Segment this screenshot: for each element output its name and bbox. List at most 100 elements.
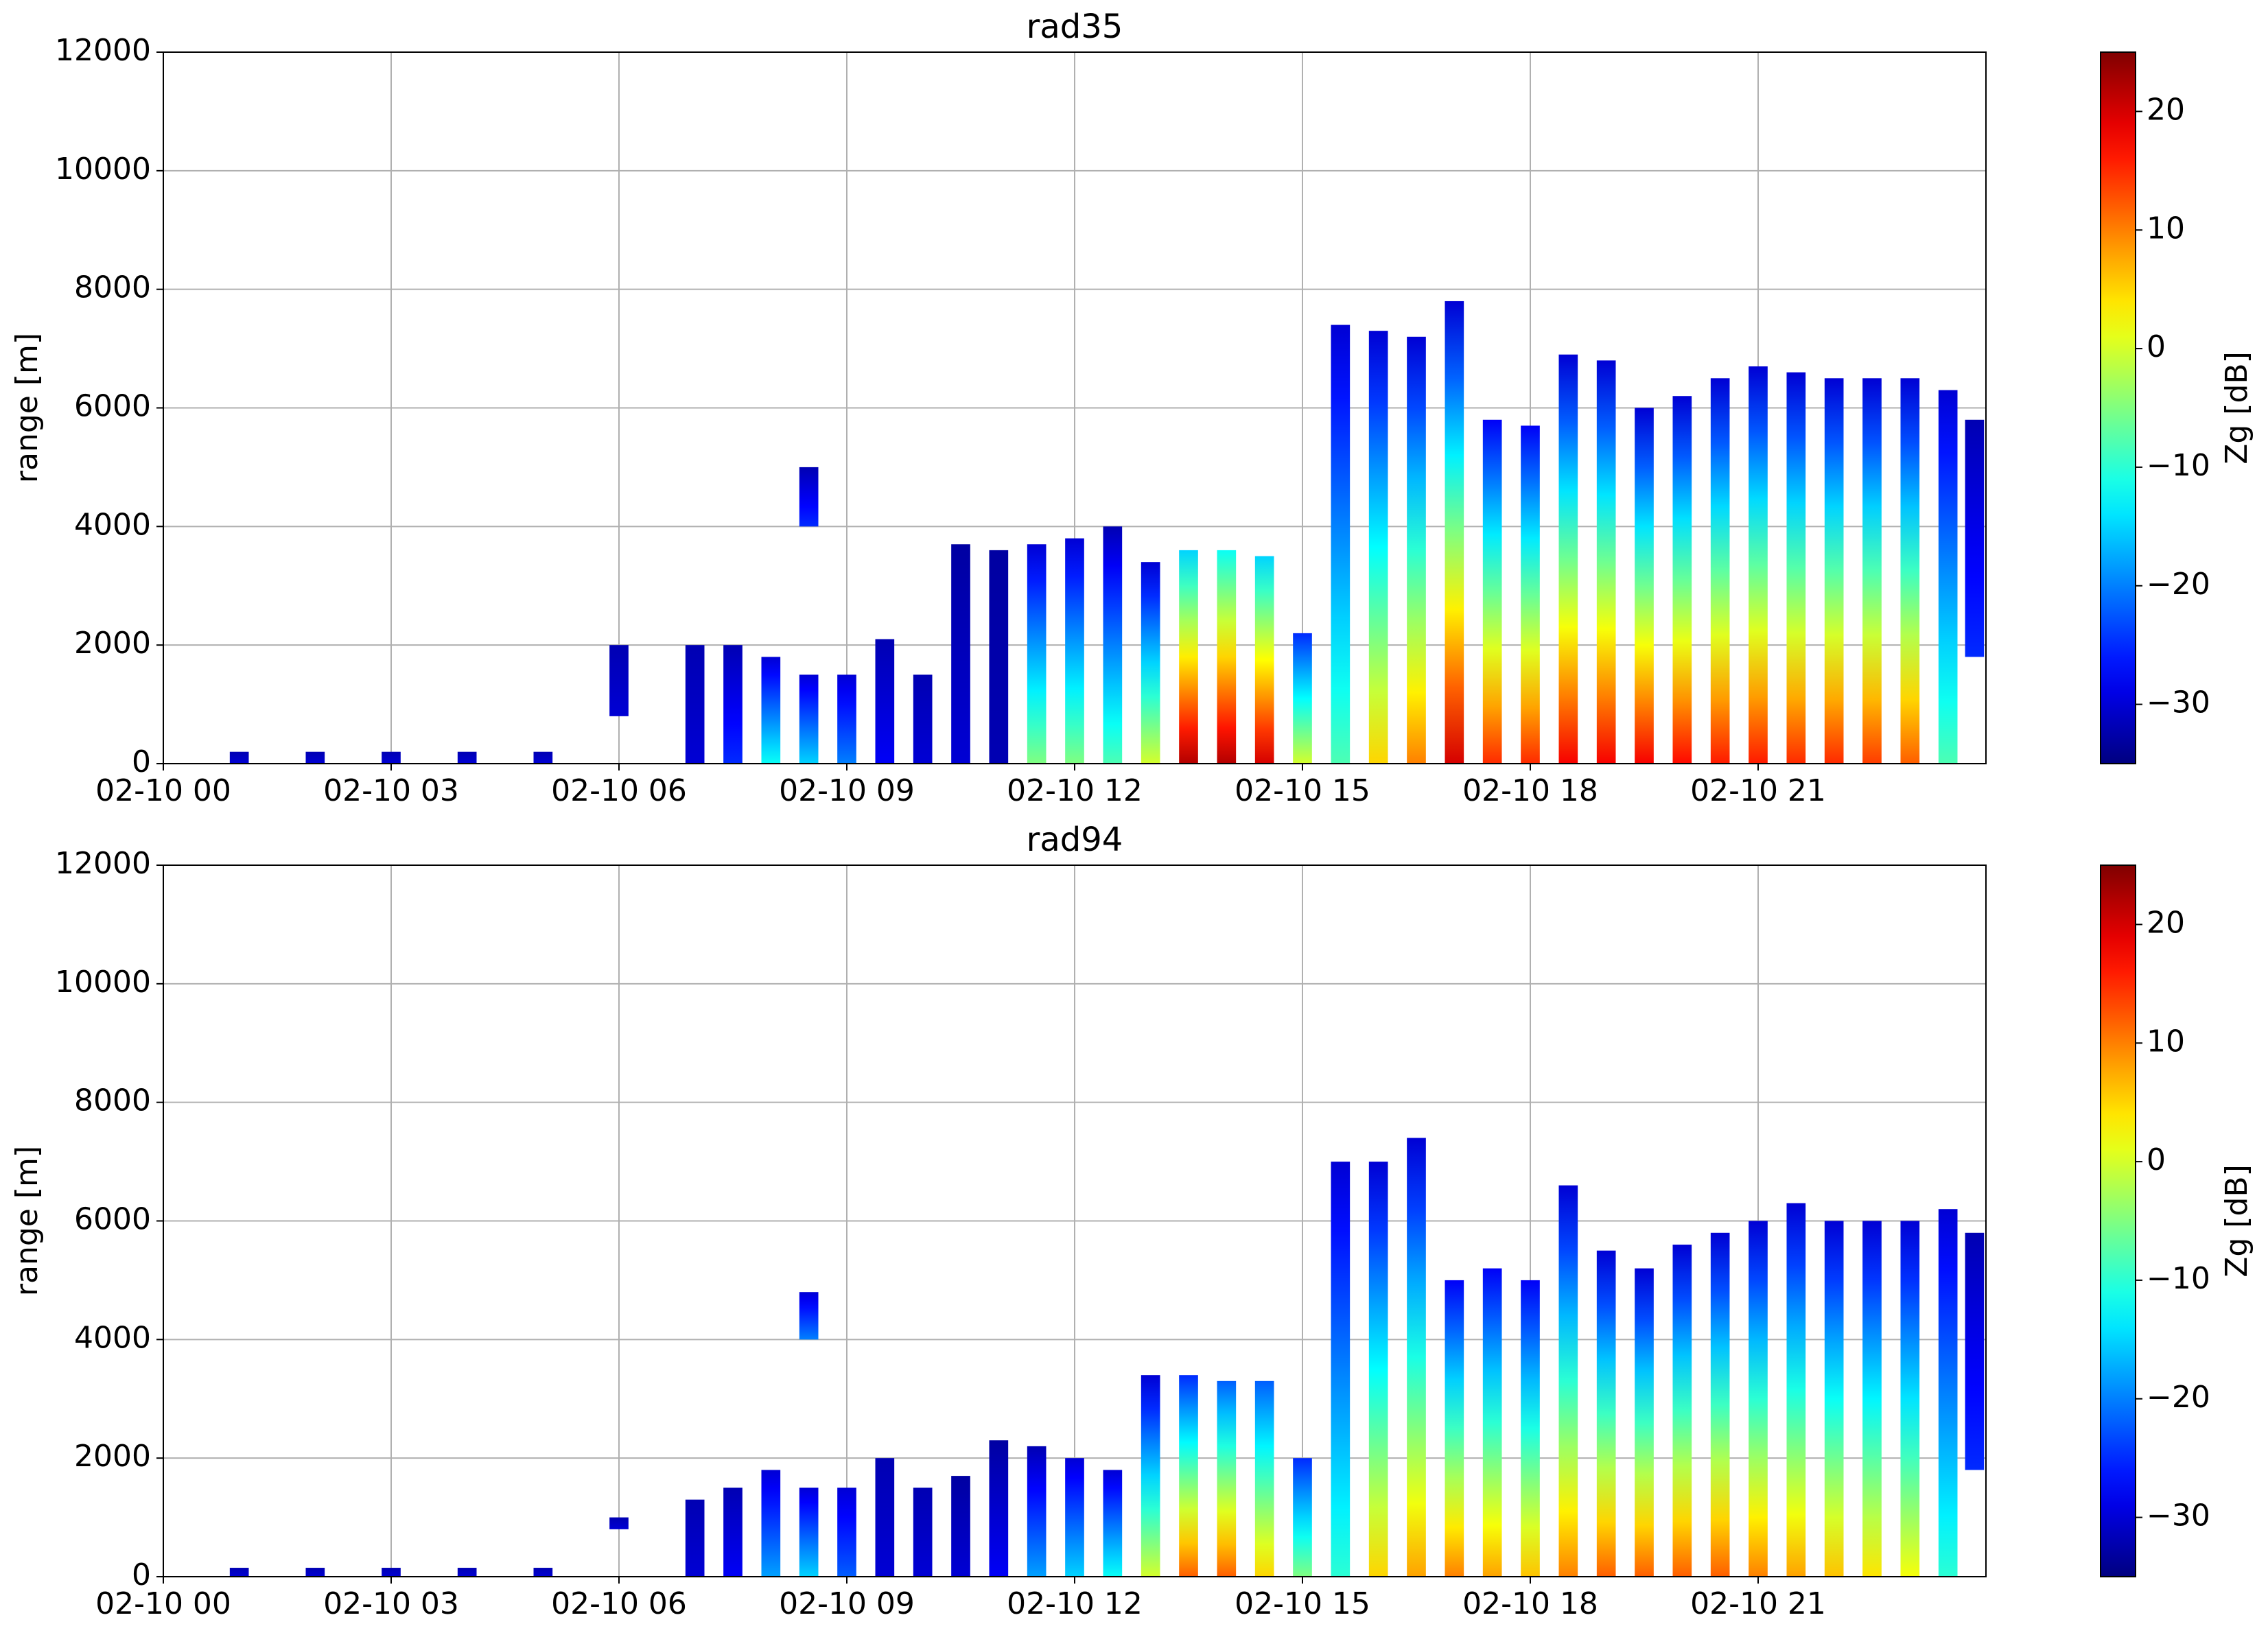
- reflectivity-profile: [1824, 1221, 1844, 1577]
- reflectivity-profile: [382, 1568, 401, 1577]
- reflectivity-profile: [1179, 550, 1198, 764]
- reflectivity-profile: [609, 645, 629, 716]
- colorbar-tick-label: −30: [2147, 1498, 2210, 1533]
- reflectivity-profile: [1710, 378, 1730, 764]
- x-tick-label: 02-10 09: [779, 773, 915, 808]
- reflectivity-profile: [1254, 556, 1274, 764]
- reflectivity-profile: [1027, 1446, 1047, 1577]
- reflectivity-profile: [1179, 1375, 1198, 1577]
- reflectivity-profile: [1862, 1221, 1882, 1577]
- x-tick-label: 02-10 18: [1462, 1586, 1598, 1621]
- reflectivity-profile: [1293, 1458, 1312, 1577]
- reflectivity-profile: [1103, 526, 1123, 764]
- reflectivity-profile: [1217, 1380, 1237, 1577]
- colorbar-tick-label: 10: [2147, 211, 2185, 246]
- y-tick-label: 0: [132, 1557, 151, 1592]
- reflectivity-profile: [761, 657, 781, 764]
- reflectivity-profile: [989, 550, 1009, 764]
- reflectivity-profile: [1141, 562, 1160, 764]
- y-tick-label: 10000: [55, 965, 151, 1000]
- reflectivity-profile: [1065, 538, 1084, 764]
- reflectivity-profile: [875, 639, 895, 764]
- reflectivity-profile: [1103, 1470, 1123, 1577]
- colorbar-label: Zg [dB]: [2219, 351, 2254, 464]
- reflectivity-profile: [1407, 336, 1426, 764]
- reflectivity-profile: [989, 1440, 1009, 1577]
- reflectivity-profile: [799, 1292, 819, 1340]
- reflectivity-profile: [1635, 1268, 1654, 1577]
- reflectivity-profile: [1672, 1245, 1692, 1577]
- chart-title: rad35: [1027, 8, 1123, 46]
- reflectivity-profile: [723, 1487, 743, 1577]
- reflectivity-profile: [913, 1487, 933, 1577]
- reflectivity-profile: [951, 1476, 970, 1577]
- y-tick-label: 8000: [74, 1083, 151, 1118]
- reflectivity-profile: [837, 674, 856, 764]
- reflectivity-profile: [457, 1568, 477, 1577]
- y-axis-label: range [m]: [10, 333, 45, 483]
- reflectivity-profile: [1596, 360, 1616, 764]
- reflectivity-profile: [1558, 1185, 1578, 1577]
- x-tick-label: 02-10 12: [1007, 773, 1143, 808]
- reflectivity-profile: [1672, 396, 1692, 764]
- colorbar-tick-label: 0: [2147, 1142, 2166, 1177]
- reflectivity-profile: [837, 1487, 856, 1577]
- reflectivity-profile: [1331, 325, 1351, 764]
- reflectivity-profile: [1368, 1162, 1388, 1577]
- x-tick-label: 02-10 09: [779, 1586, 915, 1621]
- reflectivity-profile: [533, 751, 553, 764]
- reflectivity-profile: [951, 544, 970, 764]
- reflectivity-profile: [1521, 425, 1540, 764]
- y-tick-label: 6000: [74, 389, 151, 424]
- x-tick-label: 02-10 18: [1462, 773, 1598, 808]
- reflectivity-profile: [875, 1458, 895, 1577]
- colorbar-tick-label: −30: [2147, 685, 2210, 720]
- chart-title: rad94: [1027, 821, 1123, 859]
- y-tick-label: 4000: [74, 507, 151, 542]
- x-tick-label: 02-10 00: [95, 773, 231, 808]
- colorbar-tick-label: 20: [2147, 905, 2185, 940]
- reflectivity-profile: [1368, 331, 1388, 764]
- plot-frame: [163, 864, 1987, 1577]
- reflectivity-profile: [1596, 1250, 1616, 1577]
- reflectivity-profile: [685, 645, 705, 764]
- reflectivity-profile: [457, 751, 477, 764]
- x-tick-label: 02-10 15: [1235, 1586, 1370, 1621]
- reflectivity-profile: [799, 467, 819, 527]
- y-tick-label: 2000: [74, 626, 151, 661]
- reflectivity-profile: [305, 1568, 325, 1577]
- x-tick-label: 02-10 21: [1690, 773, 1826, 808]
- x-tick-label: 02-10 06: [551, 1586, 687, 1621]
- y-tick-label: 0: [132, 744, 151, 779]
- colorbar: [2100, 51, 2136, 764]
- reflectivity-profile: [1749, 1221, 1768, 1577]
- reflectivity-profile: [229, 751, 249, 764]
- reflectivity-profile: [229, 1568, 249, 1577]
- reflectivity-profile: [1900, 378, 1920, 764]
- reflectivity-profile: [1482, 1268, 1502, 1577]
- y-tick-label: 2000: [74, 1439, 151, 1474]
- reflectivity-profile: [1749, 366, 1768, 764]
- reflectivity-profile: [1027, 544, 1047, 764]
- reflectivity-profile: [1217, 550, 1237, 764]
- reflectivity-profile: [1521, 1280, 1540, 1577]
- y-tick-label: 4000: [74, 1320, 151, 1355]
- x-tick-label: 02-10 21: [1690, 1586, 1826, 1621]
- reflectivity-profile: [723, 645, 743, 764]
- x-tick-label: 02-10 03: [323, 773, 459, 808]
- colorbar-tick-label: −20: [2147, 1380, 2210, 1415]
- reflectivity-profile: [1786, 1203, 1806, 1577]
- reflectivity-profile: [609, 1517, 629, 1529]
- reflectivity-profile: [1407, 1138, 1426, 1577]
- reflectivity-profile: [1938, 1209, 1958, 1577]
- reflectivity-profile: [1710, 1232, 1730, 1577]
- reflectivity-profile: [799, 674, 819, 764]
- reflectivity-profile: [305, 751, 325, 764]
- x-tick-label: 02-10 06: [551, 773, 687, 808]
- colorbar-tick-label: 0: [2147, 329, 2166, 364]
- colorbar: [2100, 864, 2136, 1577]
- y-tick-label: 6000: [74, 1202, 151, 1237]
- reflectivity-profile: [1965, 419, 1985, 657]
- y-tick-label: 12000: [55, 846, 151, 881]
